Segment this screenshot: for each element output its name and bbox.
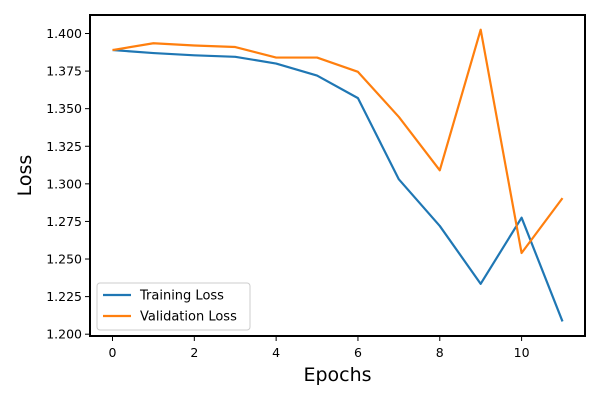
ticks-layer: 0 2 4 6 8 10 1.200 1.225 1.250 1.275 1.300 1.325 1.3… xyxy=(46,26,529,360)
y-tick-label: 1.300 xyxy=(46,176,82,191)
y-tick-label: 1.200 xyxy=(46,327,82,342)
y-tick-label: 1.250 xyxy=(46,252,82,267)
x-tick-label: 6 xyxy=(354,345,362,360)
series-line-validation-loss xyxy=(112,28,564,255)
legend-box xyxy=(96,282,251,331)
y-tick-label: 1.375 xyxy=(46,64,82,79)
y-tick-label: 1.275 xyxy=(46,214,82,229)
x-tick-label: 2 xyxy=(190,345,198,360)
x-tick-label: 4 xyxy=(272,345,280,360)
y-tick-label: 1.325 xyxy=(46,139,82,154)
plot-frame xyxy=(89,14,586,337)
series-layer xyxy=(112,28,564,322)
legend: Training Loss Validation Loss xyxy=(96,282,251,331)
legend-label: Training Loss xyxy=(139,289,224,304)
y-tick-label: 1.350 xyxy=(46,101,82,116)
y-tick-label: 1.225 xyxy=(46,289,82,304)
y-tick-label: 1.400 xyxy=(46,26,82,41)
series-line-training-loss xyxy=(112,48,564,322)
x-tick-label: 10 xyxy=(514,345,530,360)
x-axis-label: Epochs xyxy=(303,364,371,386)
x-tick-label: 8 xyxy=(436,345,444,360)
y-axis-label: Loss xyxy=(14,155,36,197)
x-tick-label: 0 xyxy=(109,345,117,360)
legend-label: Validation Loss xyxy=(140,310,237,325)
